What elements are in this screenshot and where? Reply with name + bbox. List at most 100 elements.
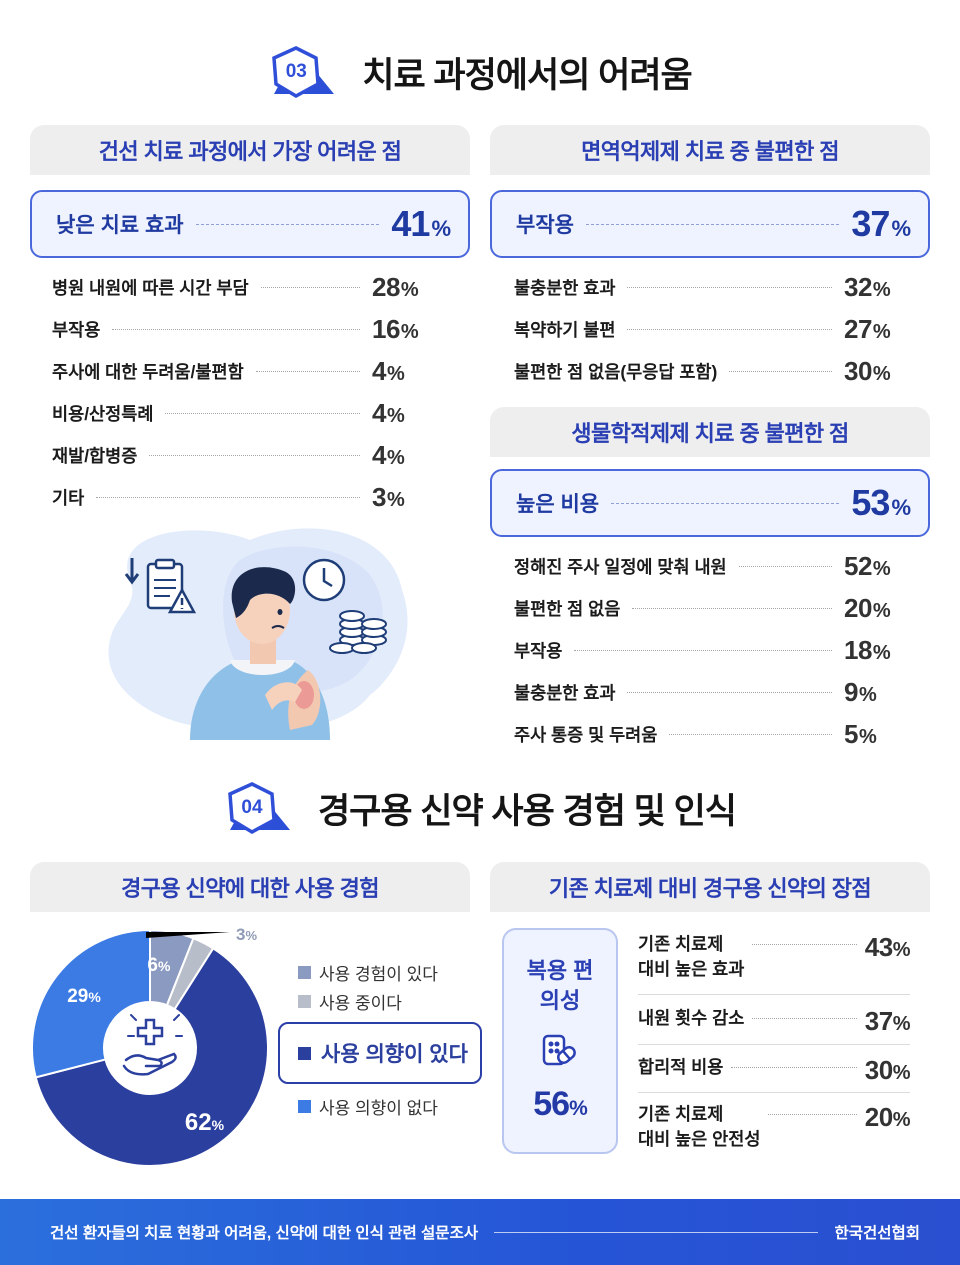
list-row: 주사에 대한 두려움/불편함 4% [52, 356, 442, 386]
legend-swatch [298, 1046, 311, 1060]
row-divider [638, 1092, 910, 1093]
section-number-badge: 04 [224, 782, 294, 834]
row-label: 복약하기 불편 [514, 319, 616, 340]
row-label: 기타 [52, 487, 85, 508]
row-label: 부작용 [514, 640, 563, 661]
row-label: 주사에 대한 두려움/불편함 [52, 361, 244, 382]
list-row: 불편한 점 없음(무응답 포함) 30% [514, 356, 914, 386]
highlight-value: 56% [533, 1085, 587, 1123]
row-label: 재발/합병증 [52, 445, 138, 466]
row-value: 30% [844, 355, 891, 386]
section-number-badge: 03 [268, 46, 338, 98]
section-3-title: 03 치료 과정에서의 어려움 [0, 42, 960, 102]
dotted-leader [731, 1067, 857, 1068]
row-label: 기존 치료제 대비 높은 안전성 [638, 1104, 761, 1149]
dotted-leader [669, 733, 832, 735]
list-row: 불충분한 효과 9% [514, 677, 914, 707]
row-label: 병원 내원에 따른 시간 부담 [52, 277, 249, 298]
dotted-leader [752, 944, 857, 945]
highlight-row: 부작용 37% [490, 190, 930, 258]
highlight-value: 53% [851, 482, 911, 523]
highlight-label: 부작용 [516, 214, 574, 237]
row-value: 32% [844, 271, 891, 302]
list-row: 부작용 16% [52, 314, 442, 344]
legend-label: 사용 경험이 있다 [319, 965, 438, 984]
donut-data-label: 62% [184, 1108, 225, 1136]
advantage-row: 기존 치료제 대비 높은 효과 43% [638, 932, 911, 982]
patient-illustration [90, 520, 420, 740]
row-label: 정해진 주사 일정에 맞춰 내원 [514, 556, 727, 577]
list-row: 복약하기 불편 27% [514, 314, 914, 344]
legend-label: 사용 의향이 있다 [321, 1043, 468, 1066]
footer-organization: 한국건선협회 [834, 1225, 920, 1242]
row-value: 20% [864, 1102, 911, 1132]
highlight-label: 낮은 치료 효과 [56, 214, 184, 237]
dotted-leader [611, 502, 840, 504]
legend-item: 사용 의향이 없다 [298, 1094, 438, 1119]
pill-icon [540, 1030, 580, 1075]
dotted-leader [738, 565, 832, 567]
legend-swatch [298, 1100, 311, 1113]
list-row: 정해진 주사 일정에 맞춰 내원 52% [514, 551, 914, 581]
donut-hole [104, 1002, 196, 1094]
footer-divider [494, 1231, 819, 1233]
panel-header: 생물학적제제 치료 중 불편한 점 [490, 407, 930, 457]
dotted-leader [627, 328, 832, 330]
row-label: 불충분한 효과 [514, 682, 616, 703]
row-value: 37% [864, 1006, 911, 1036]
dotted-leader [112, 328, 360, 330]
advantage-row: 합리적 비용 30% [638, 1055, 911, 1086]
footer: 건선 환자들의 치료 현황과 어려움, 신약에 대한 인식 관련 설문조사 한국… [0, 1199, 960, 1265]
dotted-leader [768, 1114, 857, 1115]
highlight-value: 37% [851, 203, 911, 244]
list-row: 불충분한 효과 32% [514, 272, 914, 302]
section-4-title: 04 경구용 신약 사용 경험 및 인식 [0, 778, 960, 838]
legend-item: 사용 중이다 [298, 989, 402, 1014]
legend-label: 사용 중이다 [319, 994, 402, 1013]
dotted-leader [96, 496, 360, 498]
section-title: 경구용 신약 사용 경험 및 인식 [317, 791, 737, 831]
list-row: 주사 통증 및 두려움 5% [514, 719, 914, 749]
highlight-label: 복용 편의성 [526, 958, 594, 1013]
legend-swatch [298, 995, 311, 1008]
row-label: 주사 통증 및 두려움 [514, 724, 658, 745]
donut-chart [31, 928, 269, 1167]
panel-header: 기존 치료제 대비 경구용 신약의 장점 [490, 862, 930, 912]
row-value: 9% [844, 676, 877, 707]
panel-header: 경구용 신약에 대한 사용 경험 [30, 862, 470, 912]
row-value: 18% [844, 634, 891, 665]
highlight-row: 높은 비용 53% [490, 469, 930, 537]
panel-header: 면역억제제 치료 중 불편한 점 [490, 125, 930, 175]
dotted-leader [165, 412, 360, 414]
donut-data-label: 6% [147, 955, 171, 977]
dotted-leader [149, 454, 360, 456]
advantage-row: 기존 치료제 대비 높은 안전성 20% [638, 1102, 911, 1152]
advantage-row: 내원 횟수 감소 37% [638, 1006, 911, 1037]
row-label: 비용/산정특례 [52, 403, 154, 424]
dotted-leader [255, 370, 360, 372]
panel-header: 건선 치료 과정에서 가장 어려운 점 [30, 125, 470, 175]
list-row: 비용/산정특례 4% [52, 398, 442, 428]
list-row: 불편한 점 없음 20% [514, 593, 914, 623]
row-value: 3% [372, 481, 405, 512]
row-value: 52% [844, 550, 891, 581]
donut-data-label: 29% [67, 985, 101, 1007]
footer-source: 건선 환자들의 치료 현황과 어려움, 신약에 대한 인식 관련 설문조사 [50, 1225, 479, 1242]
list-row: 기타 3% [52, 482, 442, 512]
donut-data-label: 3% [236, 925, 258, 944]
highlight-value: 41% [391, 203, 451, 244]
section-number: 04 [241, 797, 263, 818]
legend-label: 사용 의향이 없다 [319, 1099, 438, 1118]
row-value: 16% [372, 313, 419, 344]
row-value: 5% [844, 718, 877, 749]
dotted-leader [729, 370, 832, 372]
list-row: 재발/합병증 4% [52, 440, 442, 470]
highlight-row: 낮은 치료 효과 41% [30, 190, 470, 258]
row-label: 합리적 비용 [638, 1057, 724, 1077]
clock-icon [302, 558, 346, 602]
row-value: 28% [372, 271, 419, 302]
person-icon [190, 567, 330, 740]
section-title: 치료 과정에서의 어려움 [362, 55, 692, 95]
legend-item: 사용 경험이 있다 [298, 960, 438, 985]
dotted-leader [195, 223, 380, 225]
